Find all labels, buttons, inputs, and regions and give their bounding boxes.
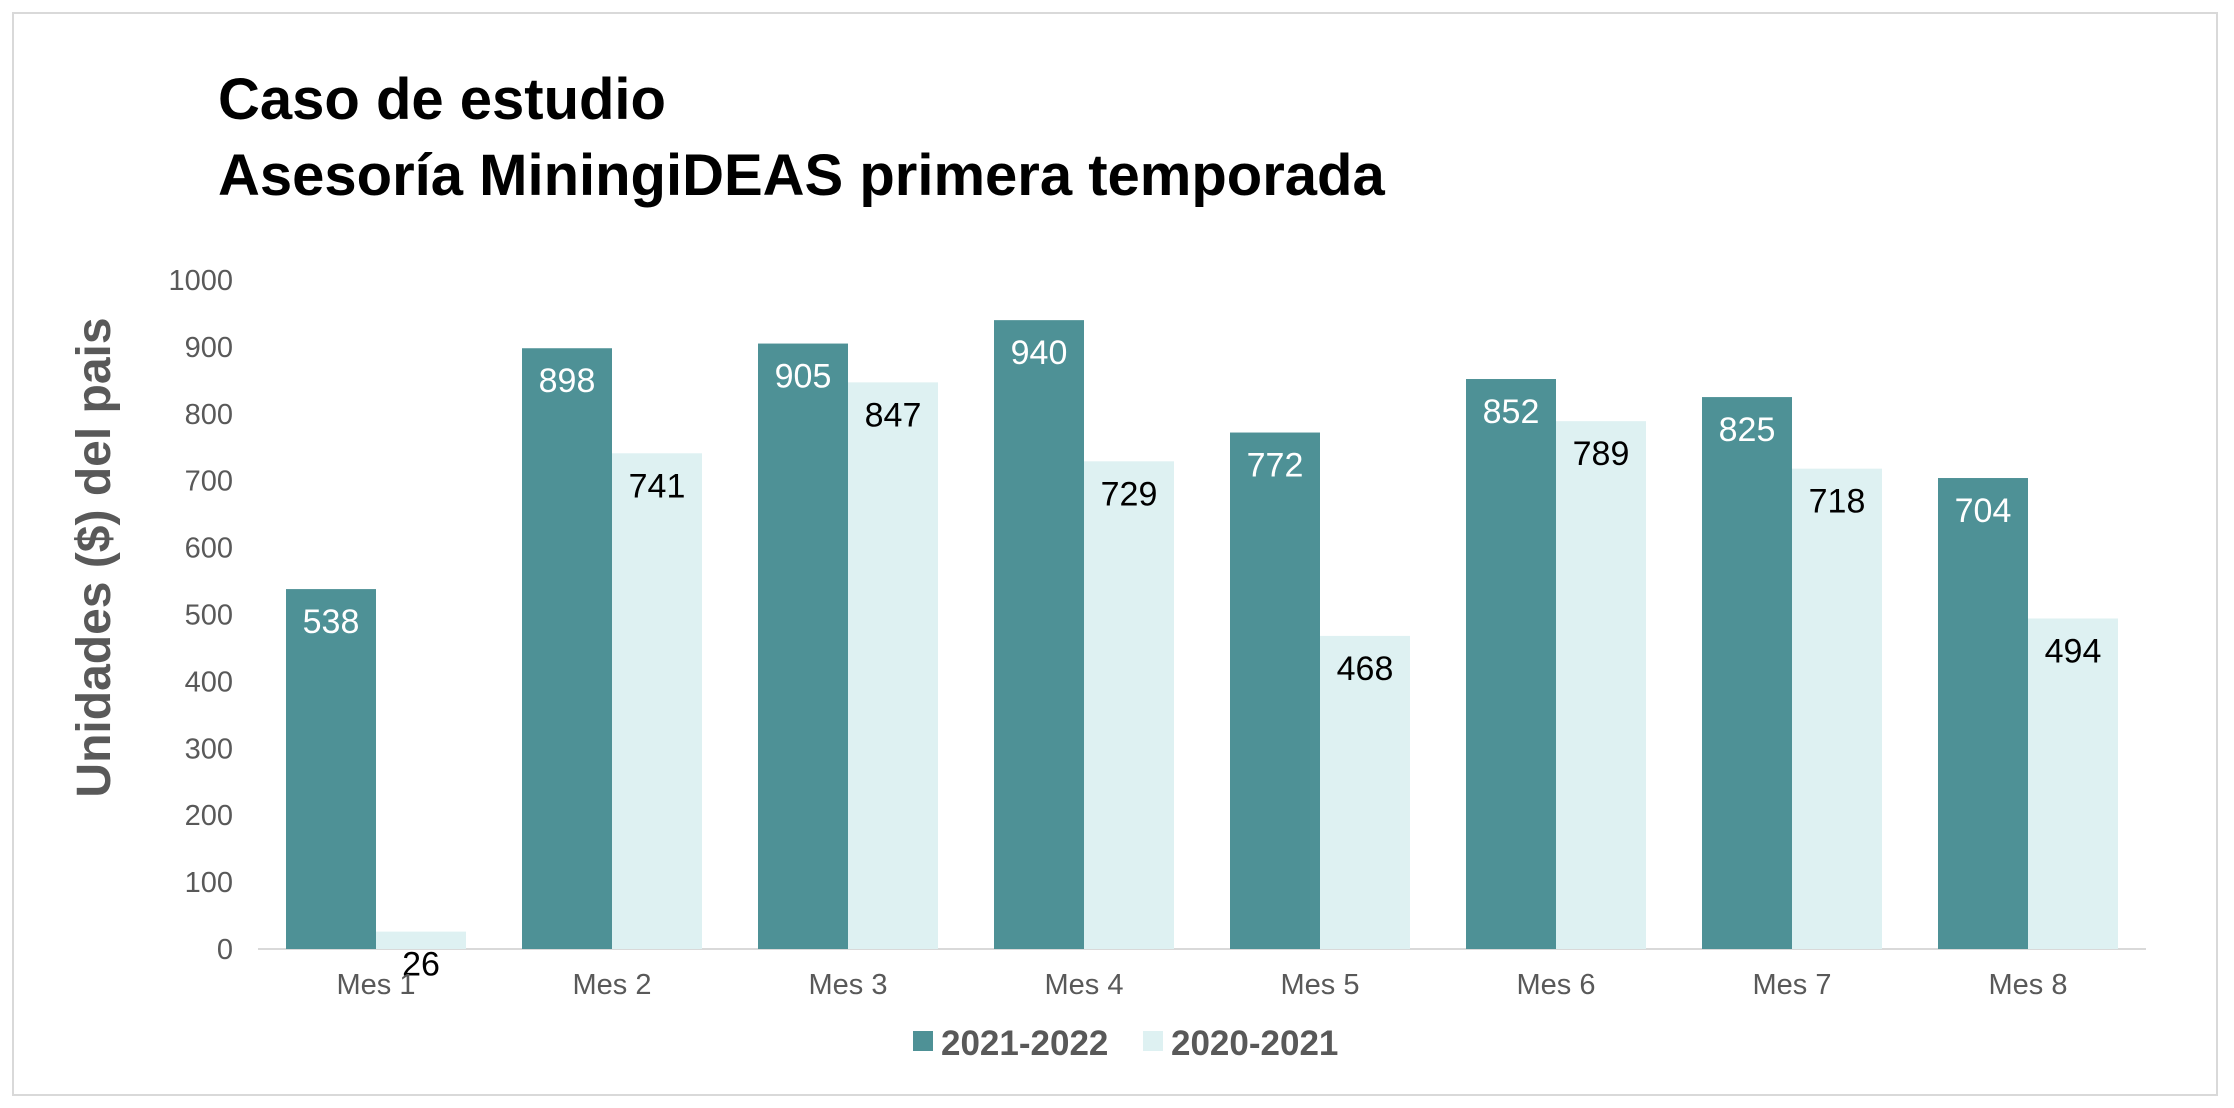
- bar-2021-2022-mes-1: [286, 589, 376, 949]
- bar-2020-2021-mes-1: [376, 931, 466, 949]
- chart-subtitle-line: Asesoría MiningiDEAS primera temporada: [218, 143, 1385, 208]
- legend-label: 2021-2022: [941, 1024, 1108, 1063]
- bar-2021-2022-mes-6: [1466, 379, 1556, 950]
- bars-group: 538 26 898 741 905 847 940 729 772 468 852 789 825 71…: [286, 320, 2118, 984]
- bar-2020-2021-mes-3: [848, 382, 938, 949]
- bar-2021-2022-mes-2: [522, 348, 612, 949]
- data-label: 26: [402, 946, 440, 984]
- bar-2020-2021-mes-8: [2028, 618, 2118, 949]
- y-tick-label: 700: [185, 466, 233, 498]
- bar-2020-2021-mes-4: [1084, 461, 1174, 949]
- y-tick-label: 400: [185, 666, 233, 698]
- x-tick-label: Mes 1: [337, 969, 416, 1001]
- x-tick-label: Mes 8: [1989, 969, 2068, 1001]
- data-label: 898: [539, 362, 596, 400]
- data-label: 729: [1101, 475, 1158, 513]
- data-label: 772: [1247, 447, 1304, 485]
- data-label: 741: [629, 467, 686, 505]
- y-tick-label: 300: [185, 733, 233, 765]
- bar-2021-2022-mes-7: [1702, 397, 1792, 949]
- x-tick-label: Mes 4: [1045, 969, 1124, 1001]
- x-tick-label: Mes 6: [1517, 969, 1596, 1001]
- bar-2020-2021-mes-5: [1320, 635, 1410, 949]
- legend-swatch: [913, 1031, 933, 1051]
- y-tick-label: 800: [185, 399, 233, 431]
- legend-swatch: [1143, 1031, 1163, 1051]
- x-tick-label: Mes 2: [573, 969, 652, 1001]
- data-label: 718: [1809, 483, 1866, 521]
- y-axis-ticks: 0 100 200 300 400 500 600 700 800 900 1000: [168, 265, 233, 966]
- y-tick-label: 1000: [168, 265, 233, 297]
- y-axis-label: Unidades ($) del pais: [68, 317, 121, 797]
- data-label: 905: [775, 358, 832, 396]
- x-axis-ticks: Mes 1 Mes 2 Mes 3 Mes 4 Mes 5 Mes 6 Mes 7 Mes 8: [337, 969, 2068, 1001]
- chart-title: Caso de estudio Asesoría MiningiDEAS pri…: [218, 62, 1385, 214]
- bar-2021-2022-mes-4: [994, 320, 1084, 949]
- y-tick-label: 0: [217, 934, 233, 966]
- data-label: 538: [303, 603, 360, 641]
- data-label: 940: [1011, 334, 1068, 372]
- legend: 2021-2022 2020-2021: [913, 1024, 1338, 1063]
- bar-2021-2022-mes-8: [1938, 478, 2028, 949]
- y-tick-label: 100: [185, 867, 233, 899]
- y-tick-label: 200: [185, 800, 233, 832]
- bar-2020-2021-mes-6: [1556, 421, 1646, 949]
- bar-2020-2021-mes-2: [612, 453, 702, 949]
- x-tick-label: Mes 7: [1753, 969, 1832, 1001]
- data-label: 468: [1337, 650, 1394, 688]
- y-tick-label: 500: [185, 600, 233, 632]
- bar-2021-2022-mes-3: [758, 343, 848, 949]
- bar-2020-2021-mes-7: [1792, 468, 1882, 949]
- data-label: 789: [1573, 435, 1630, 473]
- data-label: 847: [865, 396, 922, 434]
- data-label: 494: [2045, 633, 2102, 671]
- legend-label: 2020-2021: [1171, 1024, 1338, 1063]
- bar-2021-2022-mes-5: [1230, 432, 1320, 950]
- y-tick-label: 900: [185, 332, 233, 364]
- x-tick-label: Mes 3: [809, 969, 888, 1001]
- data-label: 825: [1719, 411, 1776, 449]
- x-tick-label: Mes 5: [1281, 969, 1360, 1001]
- y-tick-label: 600: [185, 533, 233, 565]
- data-label: 852: [1483, 393, 1540, 431]
- chart-title-line: Caso de estudio: [218, 67, 666, 132]
- data-label: 704: [1955, 492, 2012, 530]
